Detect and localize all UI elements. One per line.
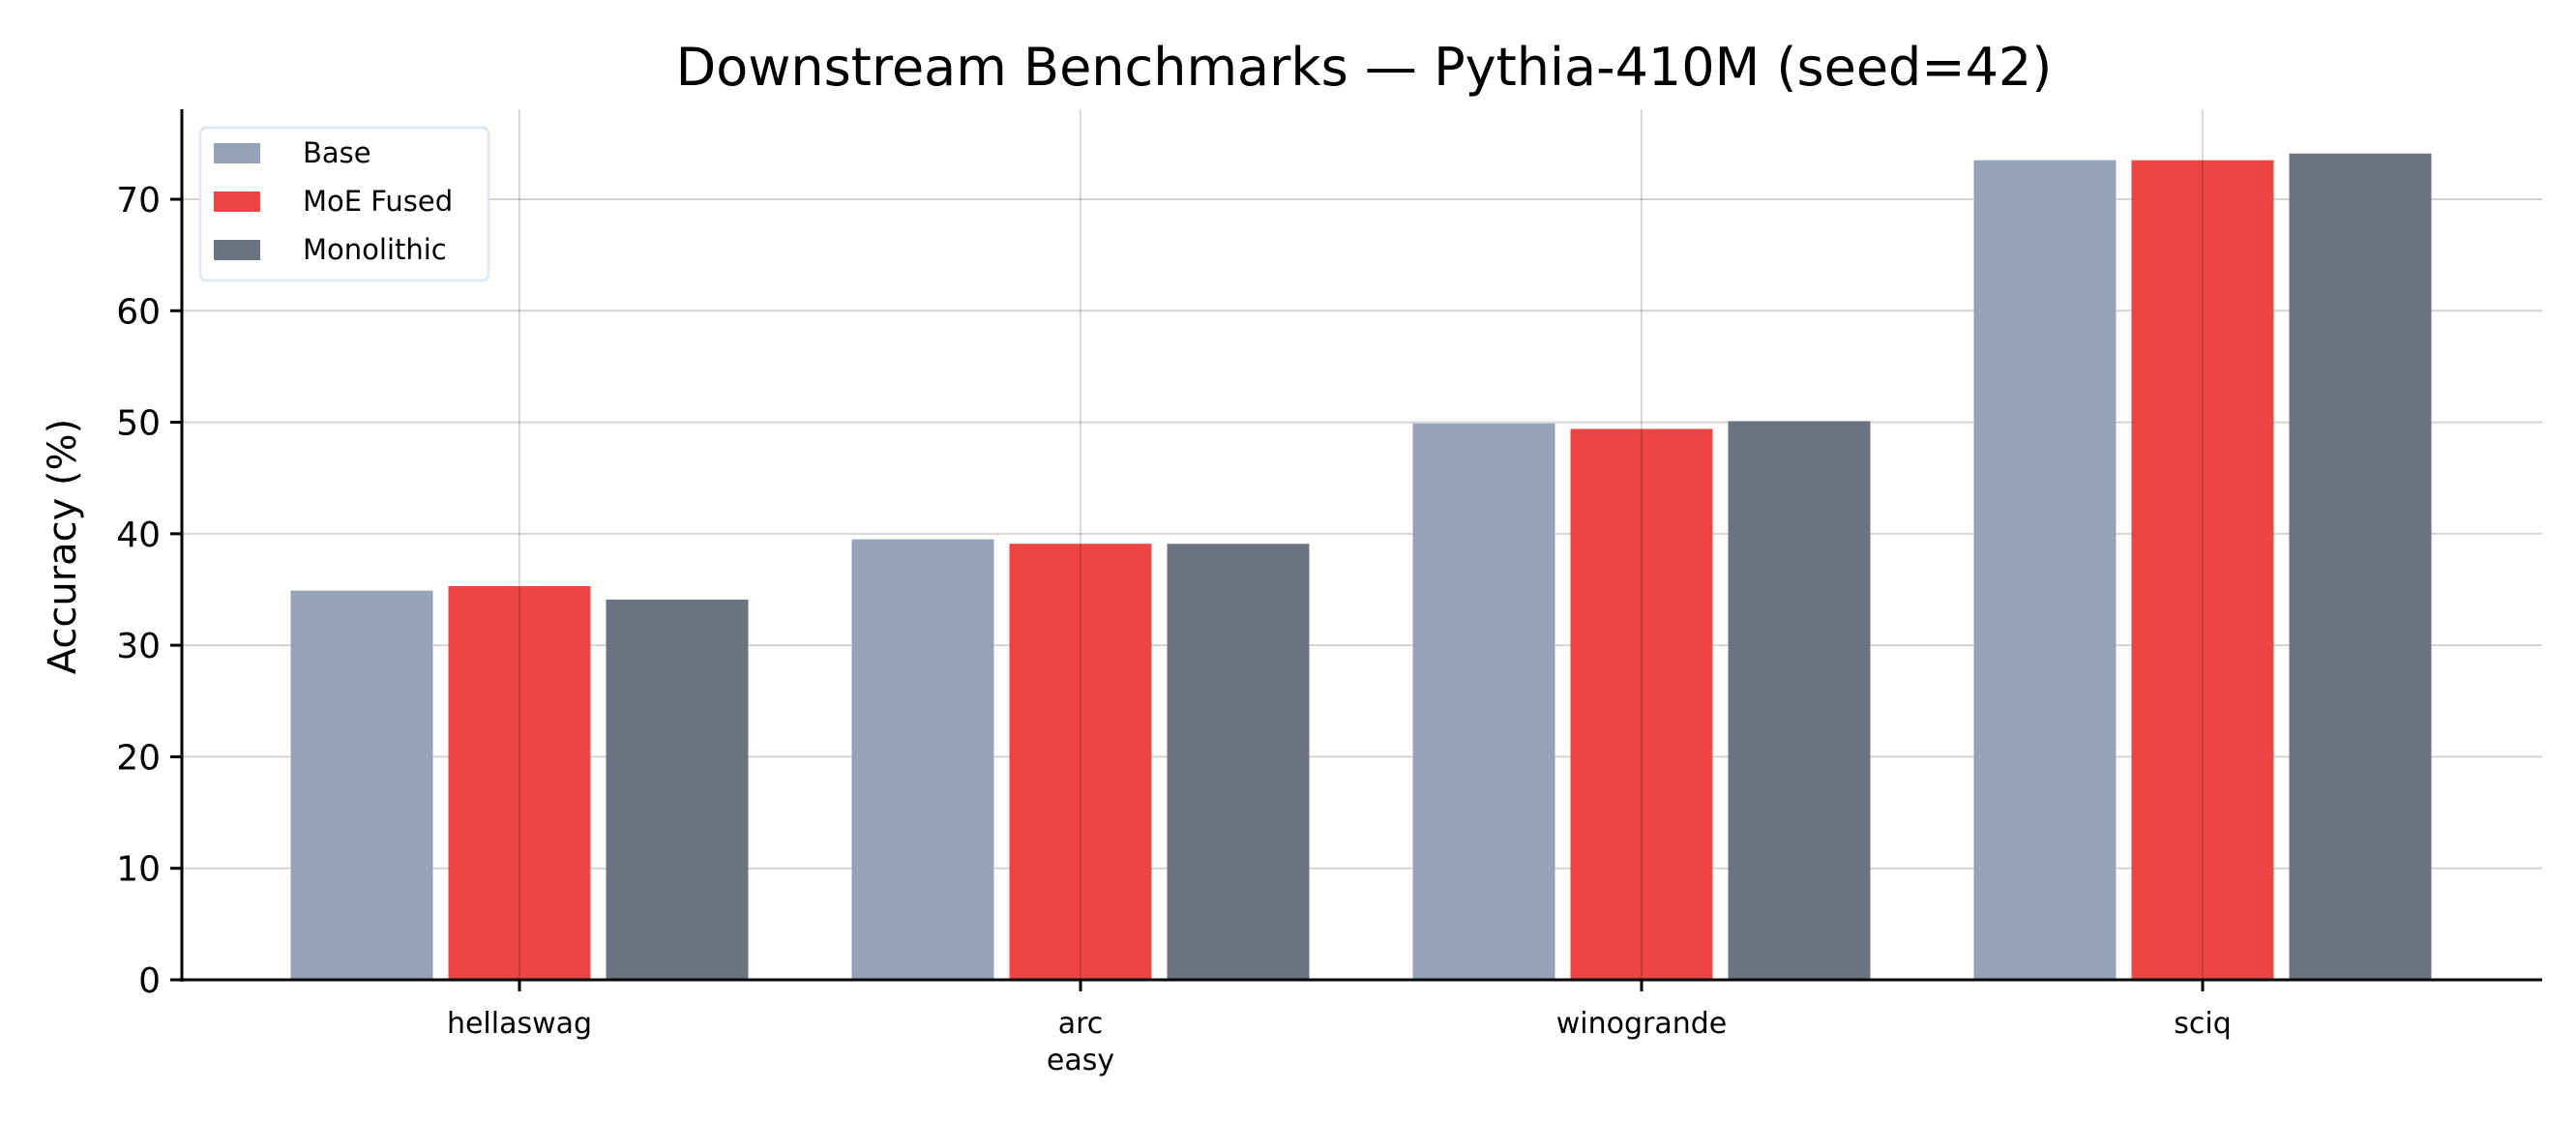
- bar-moe-fused: [1570, 428, 1713, 980]
- svg-text:50: 50: [116, 404, 161, 444]
- bar-moe-fused: [2131, 160, 2274, 980]
- svg-text:40: 40: [116, 516, 161, 555]
- bar-base: [290, 590, 433, 980]
- svg-text:Base: Base: [303, 136, 371, 169]
- axes: [180, 109, 2542, 982]
- bars: [290, 153, 2432, 981]
- svg-text:hellaswag: hellaswag: [447, 1007, 592, 1041]
- bar-base: [1973, 160, 2117, 980]
- svg-text:0: 0: [138, 961, 161, 1001]
- svg-text:30: 30: [116, 627, 161, 666]
- bar-monolithic: [2289, 153, 2432, 981]
- y-axis-label: Accuracy (%): [41, 419, 85, 675]
- svg-text:60: 60: [116, 292, 161, 332]
- svg-text:20: 20: [116, 738, 161, 778]
- svg-text:MoE Fused: MoE Fused: [303, 185, 453, 218]
- bar-base: [1412, 423, 1555, 981]
- bar-monolithic: [1728, 421, 1871, 980]
- bar-monolithic: [1167, 544, 1310, 980]
- svg-text:Monolithic: Monolithic: [303, 233, 447, 266]
- bar-base: [851, 539, 994, 980]
- svg-text:arc: arc: [1058, 1007, 1104, 1041]
- legend: Base MoE Fused Monolithic: [198, 126, 490, 282]
- chart-title: Downstream Benchmarks — Pythia-410M (see…: [676, 37, 2053, 98]
- svg-text:winogrande: winogrande: [1556, 1007, 1728, 1041]
- svg-text:sciq: sciq: [2174, 1007, 2232, 1041]
- bar-monolithic: [606, 599, 749, 980]
- y-axis-ticks: 0 10 20 30 40 50 60 70: [116, 181, 182, 1001]
- svg-text:70: 70: [116, 181, 161, 221]
- bar-moe-fused: [448, 586, 591, 980]
- svg-text:easy: easy: [1047, 1044, 1114, 1077]
- bar-moe-fused: [1009, 544, 1152, 980]
- svg-text:10: 10: [116, 850, 161, 890]
